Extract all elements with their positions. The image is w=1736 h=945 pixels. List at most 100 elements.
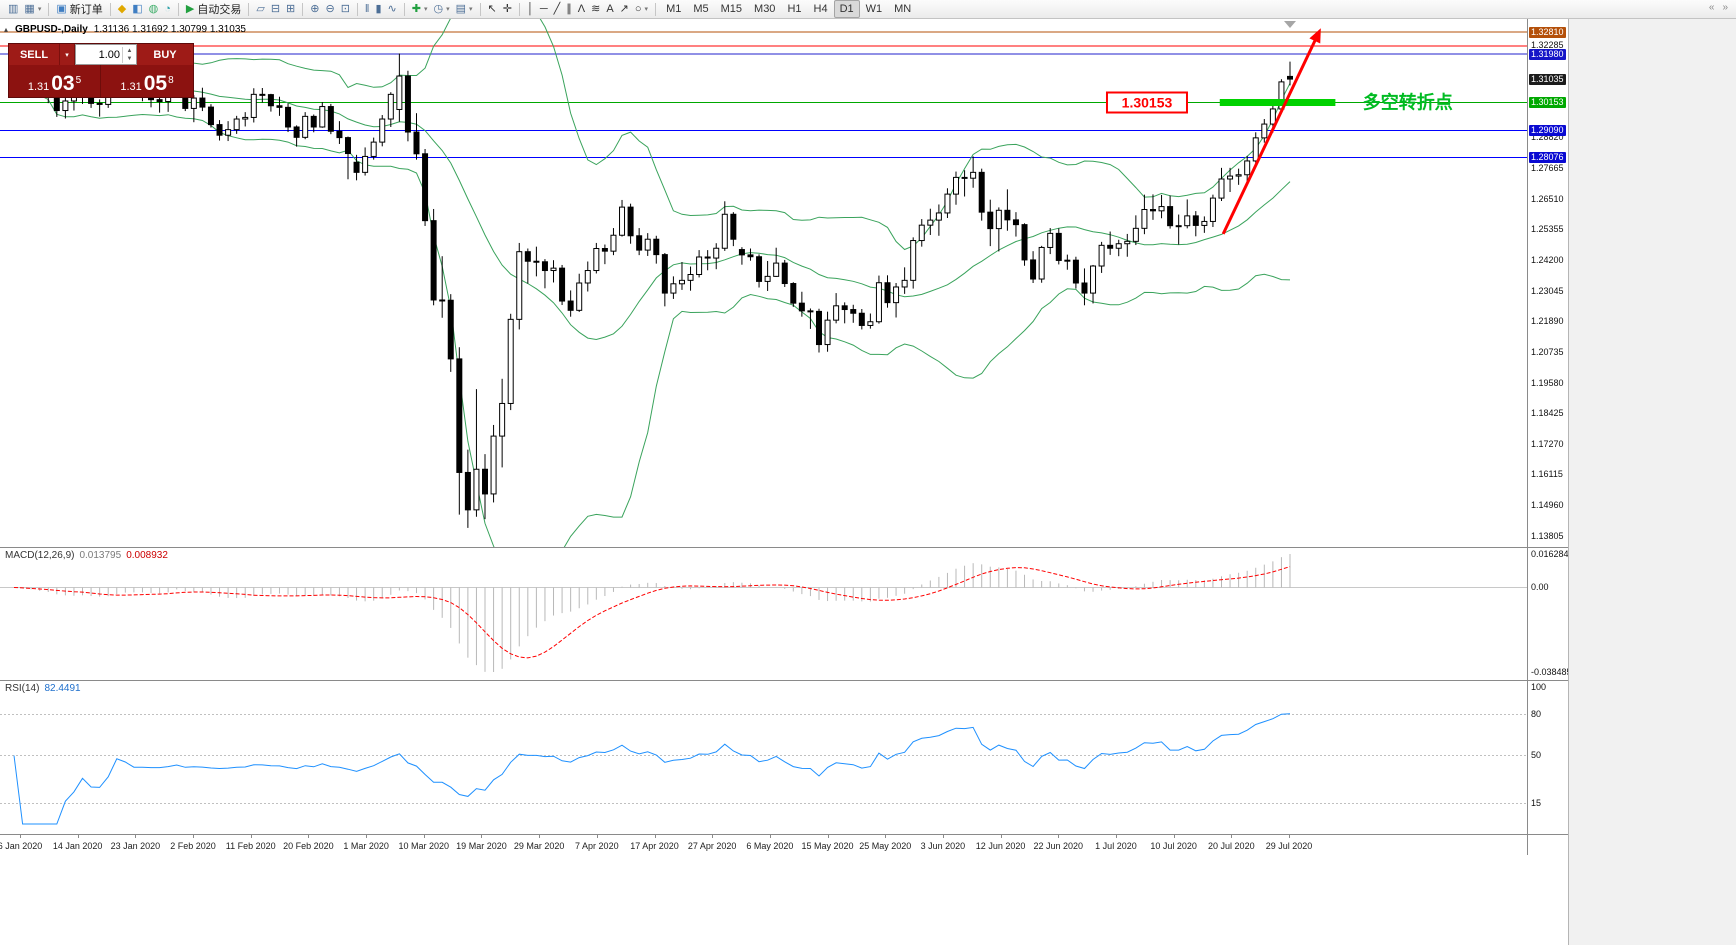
tile-windows-horizontally-button[interactable]: ⊟	[268, 1, 283, 17]
price-tick-label: 1.20735	[1531, 346, 1564, 357]
current-price-label: 1.31035	[1529, 73, 1566, 85]
fibonacci-tool-icon: ≋	[591, 2, 601, 15]
note-text[interactable]: 多空转折点	[1363, 91, 1453, 112]
zoom-in-button[interactable]: ⊕	[307, 1, 322, 17]
date-axis: 6 Jan 2020 14 Jan 2020 23 Jan 2020 2 Feb 20…	[0, 835, 1527, 855]
timeframe-h4-button[interactable]: H4	[813, 3, 828, 15]
toolbar-overflow-left-icon[interactable]: «	[1708, 2, 1715, 13]
toolbar-overflow-right-icon[interactable]: »	[1722, 2, 1728, 13]
volume-up-arrow[interactable]: ▲	[126, 47, 133, 54]
auto-scroll-button[interactable]: ⊡	[338, 1, 353, 17]
main-price-chart[interactable]: 1.30153 多空转折点	[0, 19, 1527, 547]
date-tick	[1058, 835, 1060, 838]
pane-separator[interactable]	[0, 680, 1568, 681]
sell-button[interactable]: SELL	[9, 44, 59, 65]
pitchfork-tool-button[interactable]: Λ	[575, 1, 588, 17]
support-zone-bar[interactable]	[1219, 98, 1336, 106]
cursor-tool-button[interactable]: ↖	[485, 1, 500, 17]
date-tick	[20, 835, 21, 838]
candles	[11, 51, 1293, 528]
one-click-collapse-arrow[interactable]: ▴	[4, 25, 9, 34]
cascade-windows-button[interactable]: ▱	[253, 1, 267, 17]
chart-profiles-button[interactable]: ▦ ▾	[21, 1, 44, 17]
templates-caret-icon[interactable]: ▾	[469, 6, 473, 13]
rsi-pane[interactable]	[0, 681, 1527, 834]
periods-button[interactable]: ◷ ▾	[430, 1, 452, 17]
price-tick-label: 1.18425	[1531, 408, 1564, 419]
hline-price-label: 1.30153	[1529, 96, 1566, 108]
tile-windows-vertically-button[interactable]: ⊞	[283, 1, 298, 17]
date-label: 22 Jun 2020	[1033, 841, 1084, 851]
toolbar-separator	[518, 2, 520, 16]
zoom-out-button[interactable]: ⊖	[322, 1, 337, 17]
timeframe-w1-button[interactable]: W1	[865, 3, 883, 15]
indicators-button[interactable]: ✚ ▾	[409, 1, 431, 17]
timeframe-m1-button[interactable]: M1	[666, 3, 682, 15]
timeframe-m5-button[interactable]: M5	[693, 3, 709, 15]
horizontal-line-tool-button[interactable]: ─	[537, 1, 551, 17]
indicators-caret-icon[interactable]: ▾	[423, 6, 428, 13]
volume-down-arrow[interactable]: ▼	[126, 55, 133, 62]
timeframe-h1-button[interactable]: H1	[787, 3, 802, 15]
line-chart-mode-button[interactable]: ∿	[385, 1, 400, 17]
price-tick-label: 1.14960	[1531, 500, 1564, 511]
workspace-background	[1568, 19, 1736, 945]
periods-caret-icon[interactable]: ▾	[446, 6, 450, 13]
horizontal-lines[interactable]	[0, 31, 1527, 159]
candlestick-mode-icon: ▮	[375, 2, 382, 15]
periods-icon: ◷	[433, 2, 444, 15]
vertical-line-tool-icon: │	[526, 2, 534, 15]
buy-button[interactable]: BUY	[137, 44, 193, 65]
sell-price[interactable]: 1.31 03 5	[9, 65, 101, 97]
vertical-line-tool-button[interactable]: │	[524, 1, 537, 17]
price-callout[interactable]: 1.30153	[1105, 91, 1188, 114]
new-chart-button[interactable]: ▥	[5, 1, 21, 17]
macd-main-value: 0.013795	[79, 550, 122, 561]
pane-separator[interactable]	[0, 547, 1568, 548]
autotrading-button[interactable]: ▶ 自动交易	[183, 1, 244, 17]
macd-pane[interactable]	[0, 548, 1527, 680]
line-chart-mode-icon: ∿	[387, 2, 397, 15]
trendline-tool-button[interactable]: ╱	[551, 1, 564, 17]
metaeditor-button[interactable]: ◆	[115, 1, 129, 17]
channel-tool-button[interactable]: ∥	[563, 1, 575, 17]
buy-price[interactable]: 1.31 05 8	[101, 65, 193, 97]
volume-presets-caret[interactable]: ▾	[59, 44, 75, 65]
text-tool-button[interactable]: A	[603, 1, 616, 17]
bar-chart-mode-button[interactable]: ‖	[362, 1, 373, 17]
data-window-button[interactable]: ◔	[161, 1, 174, 17]
date-tick	[654, 835, 656, 838]
macd-axis-label: -0.038485	[1531, 666, 1572, 677]
chart-shift-marker-icon[interactable]	[1284, 21, 1296, 28]
chart-profiles-caret-icon[interactable]: ▾	[37, 6, 42, 13]
date-tick	[1173, 835, 1175, 838]
market-watch-button[interactable]: ◧	[129, 1, 145, 17]
toolbar-overflow: « »	[1709, 2, 1728, 13]
fibonacci-tool-button[interactable]: ≋	[588, 1, 603, 17]
trend-arrow[interactable]	[1221, 28, 1321, 235]
shapes-tool-button[interactable]: ○ ▾	[632, 1, 651, 17]
date-label: 1 Jul 2020	[1095, 841, 1137, 851]
crosshair-tool-button[interactable]: ✛	[500, 1, 515, 17]
date-label: 29 Mar 2020	[513, 841, 565, 851]
templates-button[interactable]: ▤ ▾	[453, 1, 476, 17]
arrow-tool-button[interactable]: ↗	[617, 1, 632, 17]
one-click-trading-panel: SELL ▾ ▲ ▼ BUY 1.31 03 5 1.3	[8, 43, 194, 98]
sell-price-point: 5	[75, 75, 82, 86]
candlestick-mode-button[interactable]: ▮	[372, 1, 384, 17]
new-order-button[interactable]: ▣ 新订单	[53, 1, 105, 17]
timeframe-m30-button[interactable]: M30	[754, 3, 776, 15]
date-tick	[308, 835, 310, 838]
date-label: 12 Jun 2020	[975, 841, 1026, 851]
timeframe-m15-button[interactable]: M15	[720, 3, 743, 15]
indicators-icon: ✚	[411, 2, 421, 15]
navigator-button[interactable]: ◍	[146, 1, 162, 17]
date-label: 10 Mar 2020	[398, 841, 450, 851]
volume-input[interactable]	[76, 48, 122, 61]
pitchfork-tool-icon: Λ	[577, 2, 586, 15]
shapes-tool-caret-icon[interactable]: ▾	[644, 6, 649, 13]
price-tick-label: 1.24200	[1531, 254, 1564, 265]
timeframe-d1-button[interactable]: D1	[833, 0, 860, 18]
timeframe-mn-button[interactable]: MN	[894, 3, 912, 15]
rsi-axis-label: 15	[1531, 797, 1542, 808]
